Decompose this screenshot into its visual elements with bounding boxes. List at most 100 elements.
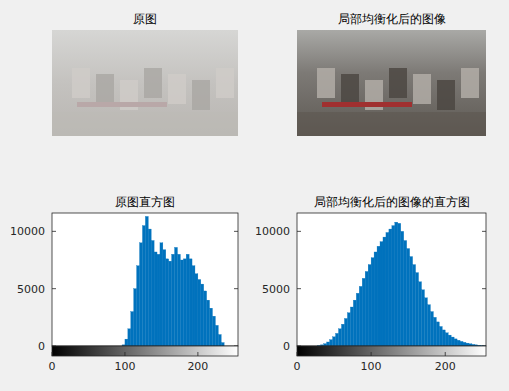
- y-tick: [482, 288, 486, 289]
- bars: [318, 222, 486, 346]
- bar: [451, 337, 454, 346]
- image-detail: [52, 112, 238, 136]
- bar: [333, 337, 336, 346]
- bar: [424, 298, 427, 346]
- y-tick: [234, 231, 238, 232]
- axes-frame: [297, 213, 486, 346]
- subplot: 原图直方图05000100000100200: [10, 195, 238, 373]
- image: [52, 30, 238, 136]
- image: [297, 30, 486, 136]
- bar: [398, 223, 401, 346]
- y-tick: [297, 231, 301, 232]
- title: 局部均衡化后的图像的直方图: [314, 195, 470, 209]
- bar: [436, 322, 439, 346]
- x-tick-label: 100: [361, 360, 382, 373]
- bar: [448, 335, 451, 346]
- colorbar: [52, 346, 238, 356]
- bar: [460, 341, 463, 346]
- image-detail: [77, 102, 167, 107]
- x-tick-label: 0: [294, 360, 301, 373]
- bar: [386, 232, 389, 346]
- bar: [180, 260, 183, 346]
- image-detail: [297, 112, 486, 136]
- x-tick-label: 100: [114, 360, 135, 373]
- bar: [204, 291, 207, 346]
- plot-area: [52, 213, 238, 346]
- subplot: 局部均衡化后的图像的直方图 0 5000 10000 0 100 200: [255, 195, 487, 373]
- bar: [201, 284, 204, 346]
- image-detail: [317, 68, 335, 98]
- colorbar: [297, 346, 486, 356]
- bar: [344, 318, 347, 346]
- bar: [413, 265, 416, 346]
- bar: [466, 343, 469, 346]
- bar: [125, 339, 128, 346]
- x-tick: [371, 352, 372, 356]
- image-detail: [437, 80, 455, 110]
- image-detail: [389, 68, 407, 98]
- bar: [416, 273, 419, 346]
- bar: [177, 254, 180, 346]
- image-detail: [192, 80, 210, 110]
- x-tick-label: 200: [435, 360, 456, 373]
- image-detail: [413, 74, 431, 104]
- y-tick-label: 10000: [255, 225, 290, 238]
- y-tick-label: 0: [283, 340, 290, 353]
- bar: [380, 242, 383, 346]
- image-detail: [216, 68, 234, 98]
- bar: [392, 226, 395, 346]
- bar: [362, 278, 365, 346]
- bar: [347, 313, 350, 346]
- x-tick: [197, 352, 198, 356]
- title: 原图直方图: [115, 195, 175, 209]
- bar: [359, 286, 362, 346]
- bar: [430, 312, 433, 346]
- title: 局部均衡化后的图像: [338, 12, 446, 26]
- y-tick: [482, 231, 486, 232]
- bar: [445, 333, 448, 346]
- bar: [374, 252, 377, 346]
- canvas: 原图局部均衡化后的图像原图直方图05000100000100200局部均衡化后的…: [0, 0, 509, 391]
- bar: [327, 342, 330, 346]
- bar: [175, 247, 178, 346]
- bar: [356, 293, 359, 346]
- bar: [140, 243, 143, 346]
- bar: [137, 266, 140, 346]
- bar: [401, 231, 404, 346]
- bar: [183, 259, 186, 346]
- bar: [198, 280, 201, 347]
- bar: [151, 241, 154, 346]
- bar: [169, 261, 172, 346]
- bar: [419, 282, 422, 346]
- y-tick: [297, 288, 301, 289]
- image-detail: [72, 68, 90, 98]
- bar: [404, 241, 407, 346]
- image-detail: [144, 68, 162, 98]
- x-tick: [52, 352, 53, 356]
- y-tick: [52, 288, 56, 289]
- bar: [221, 343, 224, 346]
- x-tick-label: 0: [49, 360, 56, 373]
- bar: [457, 340, 460, 346]
- bar: [330, 340, 333, 346]
- bar: [395, 222, 398, 346]
- bar: [427, 305, 430, 346]
- image-detail: [168, 74, 186, 104]
- y-tick-label: 5000: [262, 283, 290, 296]
- bar: [163, 250, 166, 346]
- bar: [212, 316, 215, 346]
- bar: [207, 300, 210, 346]
- bar: [368, 265, 371, 346]
- y-tick: [52, 231, 56, 232]
- bar: [148, 229, 151, 346]
- plot-area: [297, 213, 486, 346]
- image-detail: [461, 68, 479, 98]
- axes-frame: [52, 213, 238, 346]
- bar: [350, 307, 353, 346]
- bars: [122, 216, 224, 346]
- bar: [422, 290, 425, 346]
- bar: [377, 246, 380, 346]
- image-detail: [341, 74, 359, 104]
- x-tick-label: 200: [187, 360, 208, 373]
- bar: [189, 259, 192, 346]
